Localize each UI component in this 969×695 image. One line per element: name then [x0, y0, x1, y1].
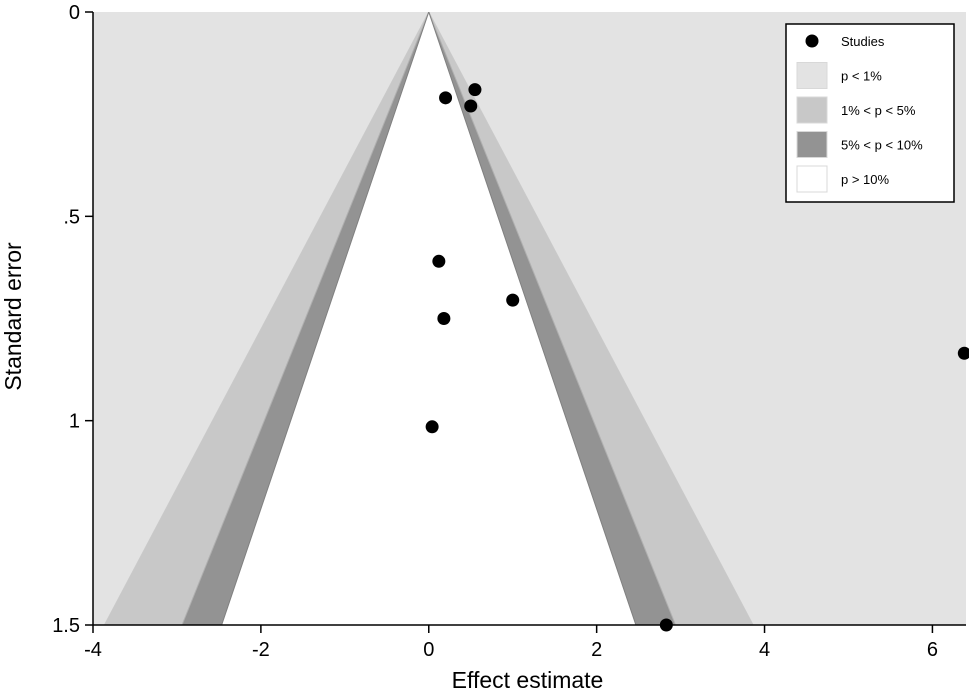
x-tick-label: -4: [84, 639, 102, 661]
x-tick-label: 4: [759, 639, 770, 661]
legend-label: p < 1%: [841, 69, 882, 84]
study-point: [506, 293, 520, 307]
y-tick-label: 0: [69, 2, 80, 24]
contour-edge: [103, 12, 430, 625]
legend-label: p > 10%: [841, 172, 890, 187]
study-point: [425, 420, 439, 434]
legend-label: 5% < p < 10%: [841, 138, 923, 153]
contour-edge: [181, 12, 430, 625]
y-tick-label: 1: [69, 411, 80, 433]
study-point: [437, 312, 451, 325]
study-point: [439, 91, 453, 105]
study-points: [425, 83, 969, 632]
contour-edge: [221, 12, 430, 625]
x-tick-label: -2: [252, 639, 270, 661]
legend-marker: [805, 34, 819, 48]
y-axis-title: Standard error: [0, 242, 26, 391]
study-point: [464, 99, 478, 113]
contour-edge: [428, 12, 677, 625]
study-point: [468, 83, 482, 97]
y-tick-label: .5: [63, 206, 80, 228]
legend-label: 1% < p < 5%: [841, 103, 916, 118]
axes: -4 -2 0 2 4 6 0 .5 1 1.5: [52, 2, 966, 661]
legend-swatch: [796, 165, 828, 193]
contour-edge: [428, 12, 754, 625]
legend: Studies p < 1% 1% < p < 5% 5% < p < 10% p > …: [785, 23, 955, 203]
legend-swatch: [796, 96, 828, 124]
contour-regions: [103, 12, 754, 625]
legend-swatch: [796, 131, 828, 158]
x-axis-title: Effect estimate: [452, 667, 604, 693]
legend-swatch: [796, 62, 828, 89]
contour-3: [221, 12, 636, 625]
study-point: [432, 254, 446, 268]
legend-label: Studies: [841, 34, 885, 49]
contour-edge: [428, 12, 637, 625]
y-tick-label: 1.5: [52, 615, 80, 637]
x-tick-label: 6: [927, 639, 938, 661]
x-tick-label: 2: [591, 639, 602, 661]
x-tick-label: 0: [423, 639, 434, 661]
study-point: [957, 346, 969, 360]
